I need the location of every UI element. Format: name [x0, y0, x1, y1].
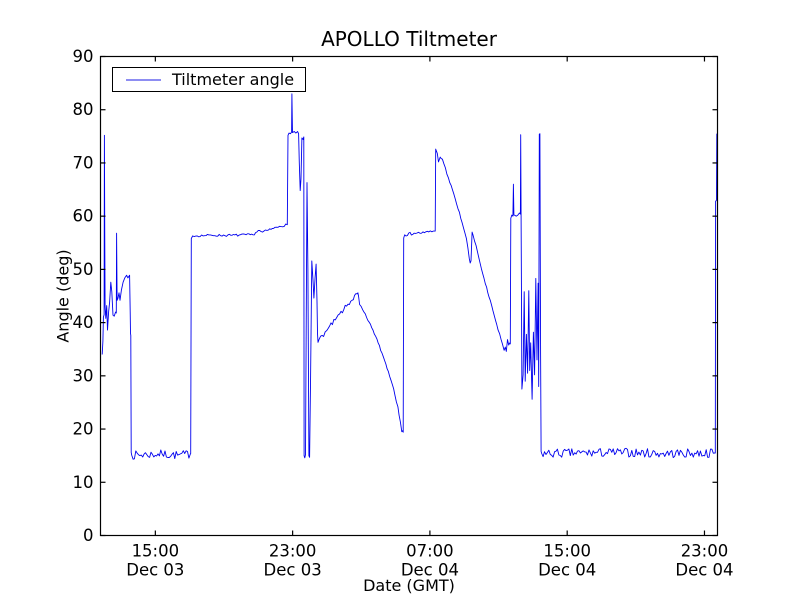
y-tick-label: 20 — [73, 420, 94, 439]
x-tick-label-date: Dec 04 — [401, 561, 459, 580]
x-tick-label-time: 15:00 — [543, 542, 591, 561]
chart-title: APOLLO Tiltmeter — [321, 27, 497, 51]
y-tick-label: 40 — [73, 313, 94, 332]
x-axis-label: Date (GMT) — [363, 576, 455, 595]
y-tick-label: 70 — [73, 153, 94, 172]
x-tick-label-time: 15:00 — [132, 542, 180, 561]
y-tick-label: 80 — [73, 100, 94, 119]
y-tick-label: 10 — [73, 473, 94, 492]
x-tick-label-date: Dec 03 — [126, 561, 184, 580]
legend-label: Tiltmeter angle — [172, 69, 295, 89]
x-tick-label-date: Dec 04 — [538, 561, 596, 580]
x-tick-label-date: Dec 03 — [264, 561, 322, 580]
y-tick-label: 50 — [73, 260, 94, 279]
x-tick-label-date: Dec 04 — [675, 561, 733, 580]
y-tick-label: 30 — [73, 366, 94, 385]
plot-border — [99, 55, 719, 537]
y-tick-label: 90 — [73, 47, 94, 66]
x-tick-label-time: 23:00 — [681, 542, 729, 561]
legend: Tiltmeter angle — [112, 67, 307, 92]
y-tick-label: 0 — [83, 526, 94, 545]
x-tick-label-time: 23:00 — [269, 542, 317, 561]
legend-line-sample — [126, 78, 161, 81]
y-tick-label: 60 — [73, 207, 94, 226]
tiltmeter-angle-line — [101, 93, 718, 460]
x-tick-label-time: 07:00 — [406, 542, 454, 561]
y-axis-label: Angle (deg) — [53, 249, 73, 343]
